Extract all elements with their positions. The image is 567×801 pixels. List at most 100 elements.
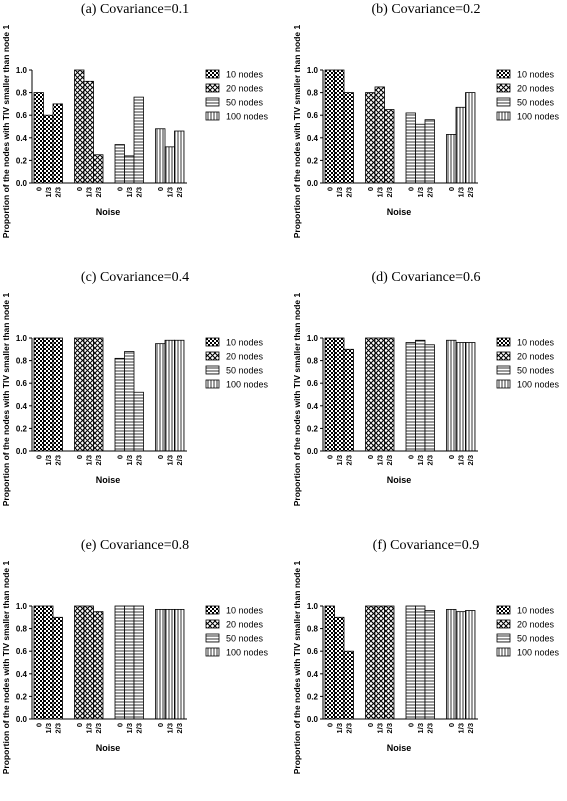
x-tick-label: 1/3 [375, 187, 384, 197]
x-tick-label: 2/3 [385, 723, 394, 733]
y-tick-label: 0.0 [307, 447, 319, 456]
x-tick-label: 1/3 [44, 187, 53, 197]
x-tick-label: 1/3 [416, 455, 425, 465]
y-tick-label: 0.4 [307, 402, 319, 411]
x-axis-label: Noise [387, 743, 412, 753]
y-tick-label: 0.8 [307, 625, 319, 634]
y-tick-label: 0.8 [307, 89, 319, 98]
legend-swatch [205, 111, 220, 121]
bar-100-nodes-noise-0 [446, 339, 457, 452]
x-axis-label: Noise [96, 207, 121, 217]
x-tick-label: 1/3 [125, 455, 134, 465]
legend-swatch [496, 337, 511, 347]
legend-label: 100 nodes [226, 112, 269, 122]
y-tick-label: 0.6 [16, 111, 28, 120]
legend-swatch [205, 97, 220, 107]
y-tick-label: 1.0 [16, 602, 28, 611]
x-tick-label: 0 [75, 187, 84, 191]
bar-10-nodes-noise-2 [52, 337, 63, 452]
legend-label: 100 nodes [517, 648, 560, 658]
chart-title: (b) Covariance=0.2 [372, 2, 481, 17]
x-axis-label: Noise [96, 743, 121, 753]
x-tick-label: 2/3 [344, 455, 353, 465]
bar-50-nodes-noise-0 [405, 342, 416, 452]
x-tick-label: 0 [325, 455, 334, 459]
legend-swatch [496, 351, 511, 361]
chart-panel-e: (e) Covariance=0.8 Proportion of the node… [1, 538, 269, 774]
bar-50-nodes-noise-1 [415, 123, 426, 184]
x-tick-label: 2/3 [385, 187, 394, 197]
bar-100-nodes-noise-0 [155, 128, 166, 184]
chart-title: (f) Covariance=0.9 [373, 538, 480, 553]
x-tick-label: 1/3 [416, 723, 425, 733]
bar-100-nodes-noise-0 [446, 608, 457, 720]
legend-swatch [205, 647, 220, 657]
y-tick-label: 1.0 [307, 334, 319, 343]
bar-100-nodes-noise-2 [174, 608, 185, 720]
bar-50-nodes-noise-1 [415, 339, 426, 452]
legend: 10 nodes 20 nodes 50 nodes 100 nodes [205, 338, 269, 390]
y-tick-label: 0.4 [16, 670, 28, 679]
bar-10-nodes-noise-0 [324, 605, 335, 720]
bar-20-nodes-noise-0 [74, 69, 85, 184]
y-tick-label: 0.2 [16, 692, 28, 701]
legend-swatch [205, 605, 220, 615]
bar-50-nodes-noise-1 [124, 155, 135, 184]
legend-swatch [496, 83, 511, 93]
legend-label: 20 nodes [517, 620, 555, 630]
x-tick-label: 2/3 [344, 187, 353, 197]
legend-label: 10 nodes [517, 606, 555, 616]
legend-label: 20 nodes [517, 84, 555, 94]
x-tick-label: 0 [156, 187, 165, 191]
x-tick-label: 1/3 [44, 723, 53, 733]
x-tick-label: 0 [406, 723, 415, 727]
x-tick-label: 1/3 [165, 723, 174, 733]
y-axis-label: Proportion of the nodes with TIV smaller… [1, 561, 11, 775]
bar-50-nodes-noise-2 [424, 119, 435, 184]
legend: 10 nodes 20 nodes 50 nodes 100 nodes [205, 605, 269, 658]
bar-20-nodes-noise-0 [74, 605, 85, 720]
x-tick-label: 0 [366, 187, 375, 191]
x-tick-label: 0 [156, 723, 165, 727]
bar-50-nodes-noise-1 [124, 605, 135, 720]
x-tick-label: 2/3 [134, 187, 143, 197]
legend-label: 10 nodes [517, 70, 555, 80]
x-tick-label: 1/3 [165, 455, 174, 465]
bar-10-nodes-noise-2 [343, 348, 354, 452]
chart-title: (e) Covariance=0.8 [81, 538, 189, 553]
y-tick-label: 0.0 [16, 179, 28, 188]
bar-100-nodes-noise-1 [164, 146, 175, 184]
x-tick-label: 2/3 [134, 455, 143, 465]
chart-title: (d) Covariance=0.6 [372, 270, 481, 285]
bar-50-nodes-noise-1 [415, 605, 426, 720]
x-tick-label: 1/3 [165, 187, 174, 197]
y-tick-label: 0.2 [307, 156, 319, 165]
x-tick-label: 2/3 [134, 723, 143, 733]
x-tick-label: 2/3 [466, 455, 475, 465]
y-tick-label: 0.8 [307, 357, 319, 366]
y-tick-label: 0.4 [16, 134, 28, 143]
bar-10-nodes-noise-1 [334, 69, 345, 184]
bar-100-nodes-noise-2 [174, 339, 185, 452]
x-tick-label: 0 [34, 723, 43, 727]
bar-50-nodes-noise-0 [114, 605, 125, 720]
y-tick-label: 0.6 [307, 647, 319, 656]
y-tick-label: 0.2 [307, 692, 319, 701]
legend: 10 nodes 20 nodes 50 nodes 100 nodes [496, 337, 560, 390]
x-tick-label: 0 [406, 455, 415, 459]
y-tick-label: 0.6 [16, 647, 28, 656]
legend-swatch [496, 619, 511, 629]
legend-label: 50 nodes [226, 366, 264, 376]
y-tick-label: 1.0 [307, 66, 319, 75]
x-tick-label: 1/3 [84, 187, 93, 197]
legend-label: 100 nodes [226, 380, 269, 390]
chart-panel-f: (f) Covariance=0.9 Proportion of the node… [292, 538, 560, 774]
x-tick-label: 2/3 [53, 723, 62, 733]
x-tick-label: 2/3 [425, 187, 434, 197]
bar-10-nodes-noise-2 [343, 650, 354, 720]
x-tick-label: 0 [406, 187, 415, 191]
bar-100-nodes-noise-1 [164, 608, 175, 720]
legend-swatch [205, 69, 220, 79]
bar-50-nodes-noise-2 [424, 344, 435, 452]
bar-100-nodes-noise-2 [465, 342, 476, 452]
